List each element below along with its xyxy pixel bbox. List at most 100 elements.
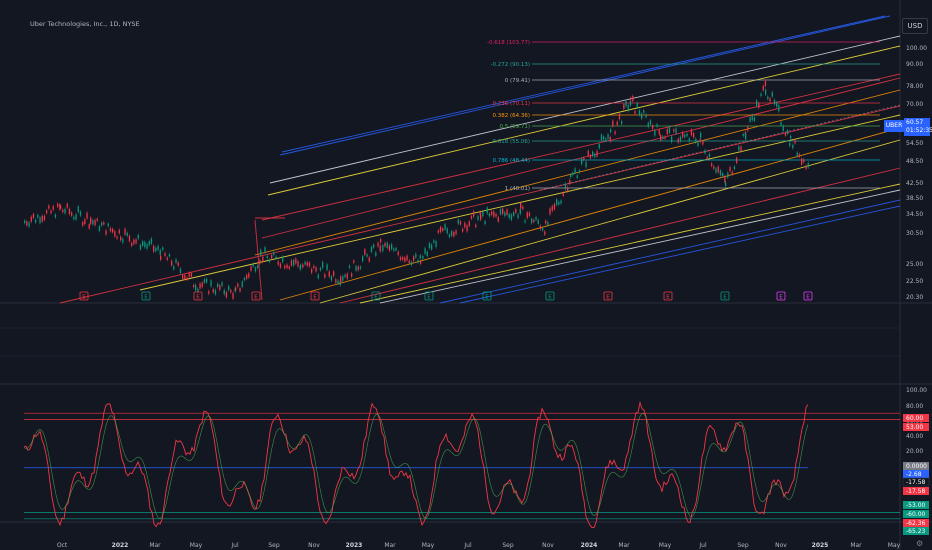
candle-body <box>535 216 537 220</box>
candle-body <box>632 96 634 102</box>
indicator-value-label: -60.00 <box>906 511 926 518</box>
candle-body <box>556 199 558 205</box>
channel-line[interactable] <box>269 35 901 184</box>
earnings-marker[interactable] <box>79 291 89 301</box>
candle-body <box>223 289 225 295</box>
candle-body <box>179 268 182 273</box>
candle-body <box>112 228 114 233</box>
earnings-marker[interactable] <box>424 291 434 301</box>
channel-line[interactable] <box>139 114 901 291</box>
candle-body <box>24 220 26 224</box>
candle-body <box>497 217 499 222</box>
candle-body <box>658 130 660 135</box>
oscillator-indicator <box>23 400 900 529</box>
channel-line[interactable] <box>279 127 901 301</box>
currency-button[interactable]: USD <box>902 18 928 34</box>
time-axis-label: Mar <box>618 542 630 549</box>
fibonacci-retracement[interactable]: -0.618 (103.77) -0.272 (90.13) 0 (79.41) 0.… <box>487 40 880 192</box>
candle-body <box>359 266 362 269</box>
earnings-marker[interactable] <box>141 291 151 301</box>
candle-body <box>266 255 268 258</box>
candle-body <box>448 234 451 238</box>
time-axis-label: May <box>659 542 672 549</box>
candle-body <box>724 176 726 183</box>
candle-body <box>693 133 695 138</box>
price-tick-label: 22.50 <box>906 278 923 285</box>
parallel-channels[interactable] <box>59 15 901 304</box>
candle-body <box>252 264 254 267</box>
candle-body <box>126 232 128 236</box>
earnings-marker[interactable] <box>371 291 381 301</box>
candle-body <box>133 239 135 245</box>
candle-body <box>464 222 466 228</box>
channel-line[interactable] <box>379 189 901 304</box>
channel-line[interactable] <box>254 89 901 256</box>
channel-line[interactable] <box>439 199 901 304</box>
candle-body <box>184 274 186 279</box>
candle-body <box>193 284 195 288</box>
candlestick-series <box>24 79 809 301</box>
candle-body <box>260 249 262 256</box>
candle-body <box>128 235 131 242</box>
channel-line[interactable] <box>359 183 901 304</box>
earnings-marker[interactable] <box>545 291 555 301</box>
earnings-marker[interactable] <box>193 291 203 301</box>
candle-body <box>348 265 351 268</box>
candle-body <box>477 216 479 220</box>
candle-body <box>35 219 37 223</box>
candle-body <box>740 146 742 152</box>
candle-body <box>510 214 513 221</box>
earnings-marker[interactable] <box>482 291 492 301</box>
candle-body <box>382 245 384 252</box>
candle-body <box>295 258 297 264</box>
candle-body <box>771 92 773 97</box>
candle-body <box>592 151 594 157</box>
channel-line[interactable] <box>254 219 263 301</box>
indicator-axis[interactable]: 100.0080.0060.0040.0020.0060.0053.000.00… <box>902 387 930 535</box>
candle-body <box>232 292 234 299</box>
candle-body <box>30 216 32 222</box>
channel-line[interactable] <box>261 77 901 239</box>
candle-body <box>399 257 402 261</box>
candle-body <box>468 221 470 227</box>
indicator-value-badge <box>903 414 929 422</box>
earnings-marker[interactable] <box>803 291 813 301</box>
candle-body <box>41 215 43 222</box>
earnings-marker[interactable] <box>663 291 673 301</box>
candle-body <box>470 216 473 219</box>
candle-body <box>765 89 767 95</box>
gear-icon[interactable]: ⚙ <box>916 539 924 548</box>
price-axis[interactable]: 100.0090.0078.0070.0060.0054.5048.5042.5… <box>906 45 927 301</box>
time-axis[interactable]: Oct 2022 Mar May Jul Sep Nov 2023 Mar May Jul Sep No… <box>57 542 901 549</box>
indicator-tick-label: 20.00 <box>906 448 923 455</box>
channel-line[interactable] <box>261 73 901 221</box>
candle-body <box>153 245 155 252</box>
candle-body <box>370 246 373 252</box>
candle-body <box>131 243 133 246</box>
earnings-marker[interactable] <box>251 291 261 301</box>
candle-body <box>137 234 139 239</box>
channel-line[interactable] <box>339 167 901 304</box>
channel-line[interactable] <box>59 105 901 304</box>
channel-line[interactable] <box>279 15 891 156</box>
earnings-marker[interactable] <box>720 291 730 301</box>
channel-line[interactable] <box>319 139 901 304</box>
channel-line[interactable] <box>267 45 901 196</box>
channel-line[interactable] <box>459 205 901 304</box>
indicator-value-badge <box>903 519 929 527</box>
candle-body <box>340 276 342 283</box>
trend-dashed-line[interactable] <box>539 104 901 191</box>
candle-body <box>634 111 636 114</box>
earnings-marker[interactable] <box>310 291 320 301</box>
candle-body <box>520 202 522 209</box>
channel-line[interactable] <box>281 15 886 153</box>
earnings-marker[interactable] <box>603 291 613 301</box>
candle-body <box>656 124 658 127</box>
candle-body <box>212 289 214 293</box>
candle-body <box>749 117 751 122</box>
earnings-marker[interactable] <box>776 291 786 301</box>
candle-body <box>175 259 177 263</box>
